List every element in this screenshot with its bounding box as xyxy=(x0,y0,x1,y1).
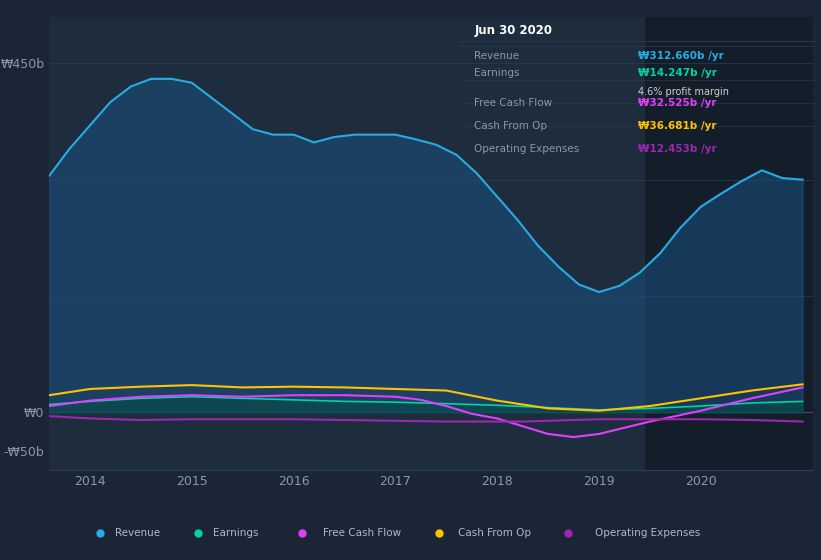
Text: ₩14.247b /yr: ₩14.247b /yr xyxy=(637,68,717,78)
Text: Operating Expenses: Operating Expenses xyxy=(475,144,580,155)
Text: Free Cash Flow: Free Cash Flow xyxy=(475,98,553,108)
Text: Revenue: Revenue xyxy=(115,529,160,538)
Text: Cash From Op: Cash From Op xyxy=(458,529,531,538)
Text: ₩12.453b /yr: ₩12.453b /yr xyxy=(637,144,716,155)
Text: Revenue: Revenue xyxy=(475,52,520,62)
Text: Operating Expenses: Operating Expenses xyxy=(595,529,700,538)
Text: ₩32.525b /yr: ₩32.525b /yr xyxy=(637,98,716,108)
Text: Jun 30 2020: Jun 30 2020 xyxy=(475,24,553,37)
Text: Earnings: Earnings xyxy=(213,529,259,538)
Text: Cash From Op: Cash From Op xyxy=(475,121,548,131)
Text: 4.6% profit margin: 4.6% profit margin xyxy=(637,87,728,97)
Text: Earnings: Earnings xyxy=(475,68,520,78)
Text: ₩36.681b /yr: ₩36.681b /yr xyxy=(637,121,716,131)
Bar xyxy=(644,17,813,470)
Text: ₩312.660b /yr: ₩312.660b /yr xyxy=(637,52,723,62)
Text: Free Cash Flow: Free Cash Flow xyxy=(323,529,401,538)
